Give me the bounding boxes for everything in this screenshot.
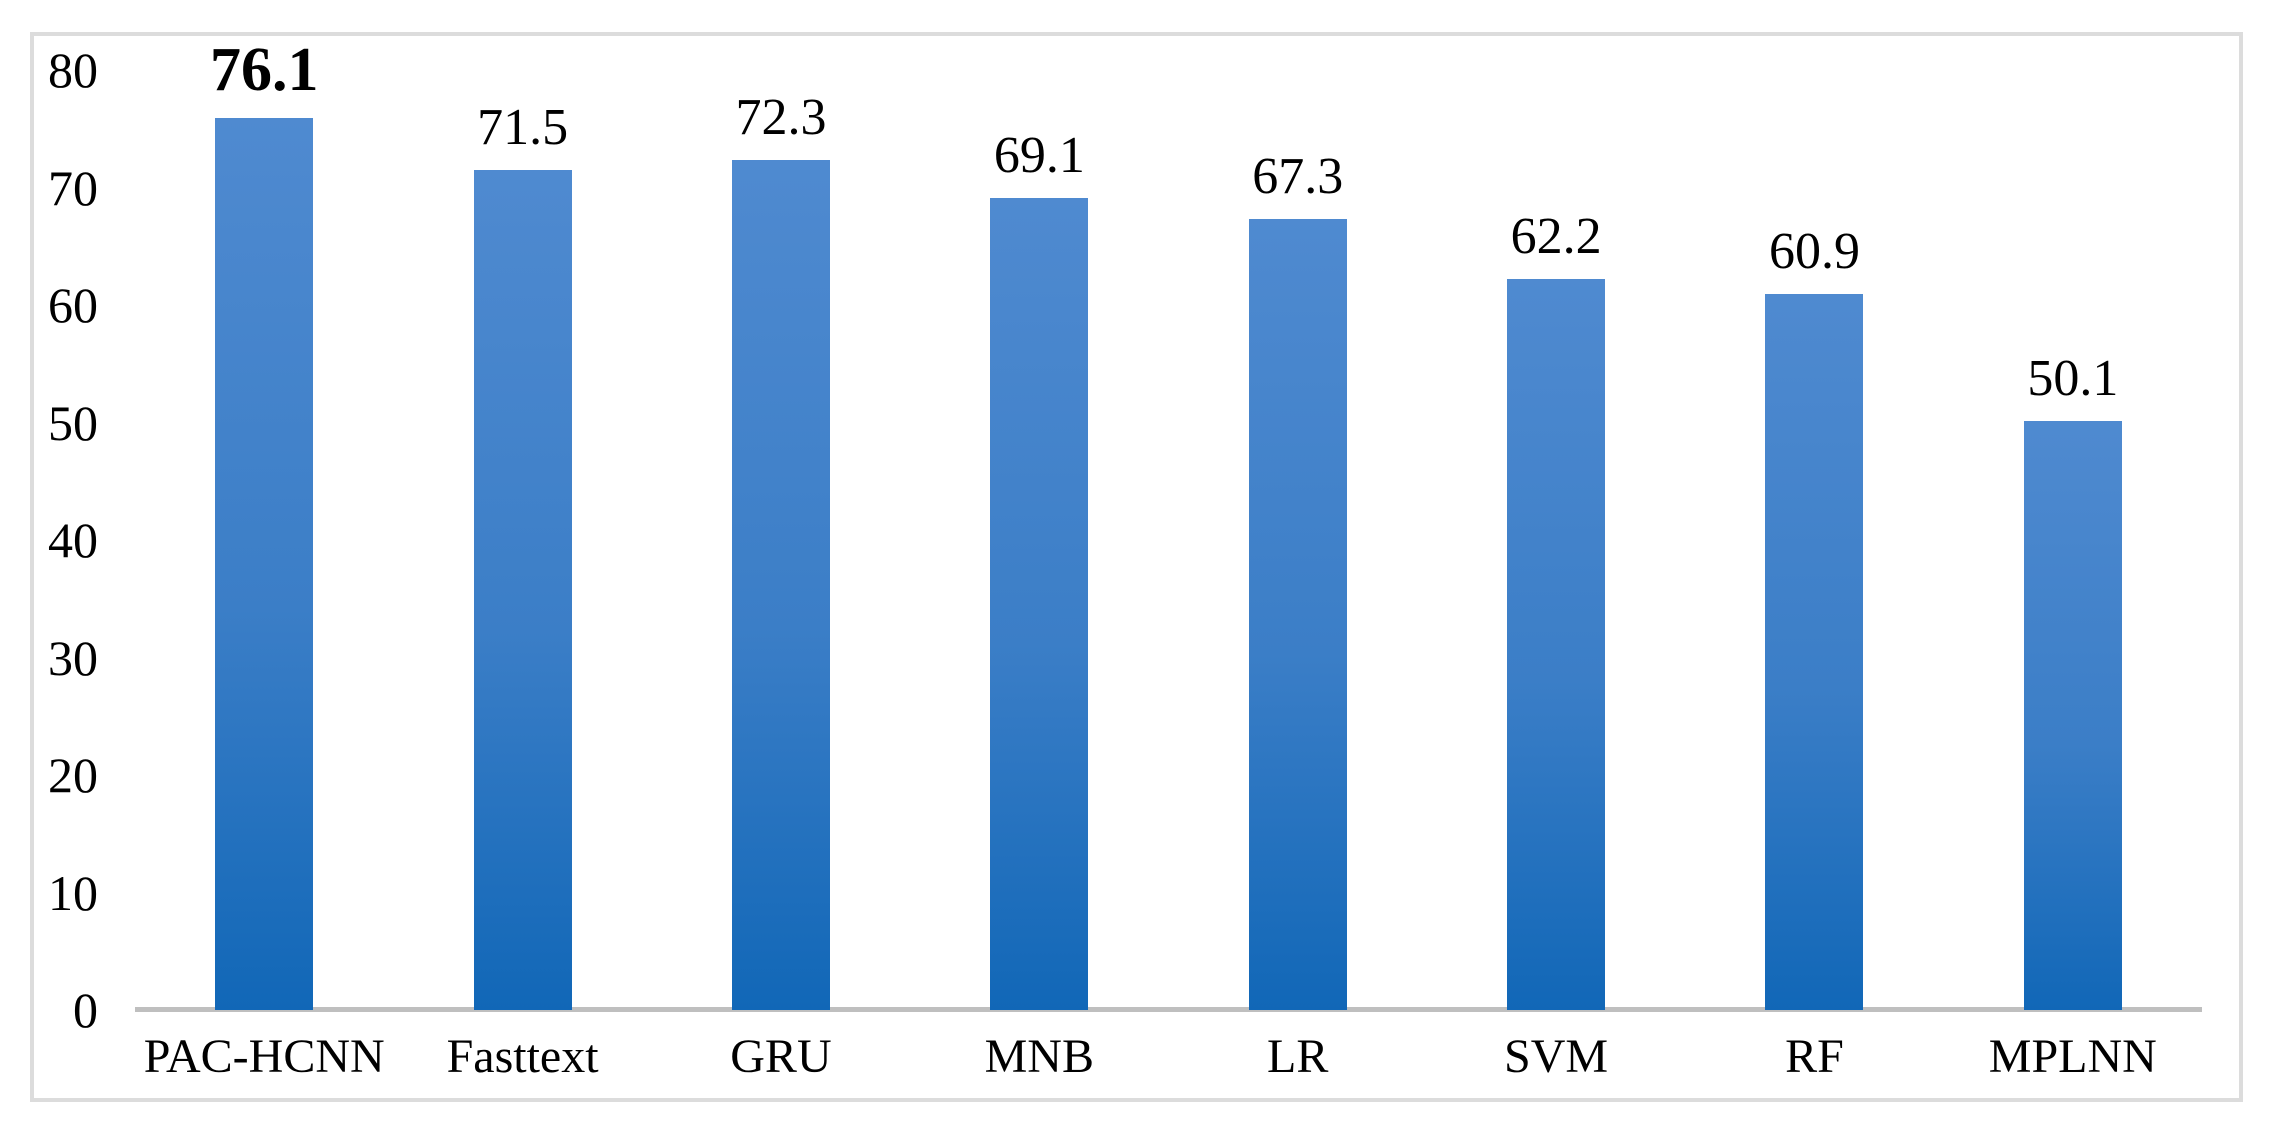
category-label: GRU: [730, 1030, 832, 1083]
bars-row: 76.1 71.5 72.3 69.1 67.3 62.2 60.9 50.1: [135, 36, 2202, 1010]
y-tick-label: 0: [73, 982, 98, 1038]
bar: [1507, 279, 1606, 1010]
y-tick-label: 70: [48, 159, 98, 216]
value-label: 60.9: [1768, 223, 1860, 281]
y-tick-label: 30: [48, 629, 98, 686]
category-label: RF: [1785, 1030, 1844, 1083]
value-label: 76.1: [209, 36, 319, 104]
y-tick-label: 50: [48, 394, 98, 451]
category-label: MPLNN: [1988, 1030, 2157, 1083]
bar: [2023, 421, 2122, 1010]
x-axis-line: [135, 1007, 2202, 1012]
value-label: 67.3: [1252, 148, 1344, 206]
bar-slot: 69.1: [910, 36, 1168, 1010]
bar: [1765, 294, 1864, 1010]
x-axis-labels: PAC-HCNN Fasttext GRU MNB LR SVM RF MPLNN: [135, 1028, 2202, 1086]
y-tick-label: 20: [48, 747, 98, 803]
bar-slot: 50.1: [1944, 36, 2202, 1010]
bar-slot: 62.2: [1427, 36, 1685, 1010]
y-tick-label: 10: [48, 864, 98, 921]
bar: [473, 169, 572, 1010]
category-label: PAC-HCNN: [143, 1030, 385, 1083]
y-tick-label: 80: [48, 42, 98, 98]
category-label: LR: [1267, 1030, 1329, 1083]
value-label: 71.5: [477, 98, 569, 156]
value-label: 50.1: [2027, 350, 2119, 408]
value-label: 72.3: [735, 89, 827, 147]
chart-frame: 0 10 20 30 40 50 60 70 80 76.1 71.5 72.3 69.1 67.3 62…: [30, 32, 2243, 1102]
y-tick-label: 60: [48, 277, 98, 333]
category-label: SVM: [1504, 1030, 1609, 1083]
y-tick-label: 40: [48, 512, 98, 568]
category-label: MNB: [984, 1030, 1094, 1083]
bar-slot: 67.3: [1169, 36, 1427, 1010]
category-label: Fasttext: [446, 1030, 599, 1083]
value-label: 69.1: [993, 126, 1085, 184]
bar: [990, 198, 1089, 1010]
bar-slot: 71.5: [393, 36, 651, 1010]
bar: [215, 118, 314, 1010]
bar-slot: 60.9: [1685, 36, 1943, 1010]
bar: [1248, 219, 1347, 1010]
bar-slot: 76.1: [135, 36, 393, 1010]
bar-slot: 72.3: [652, 36, 910, 1010]
bar: [731, 160, 830, 1010]
value-label: 62.2: [1510, 207, 1602, 265]
